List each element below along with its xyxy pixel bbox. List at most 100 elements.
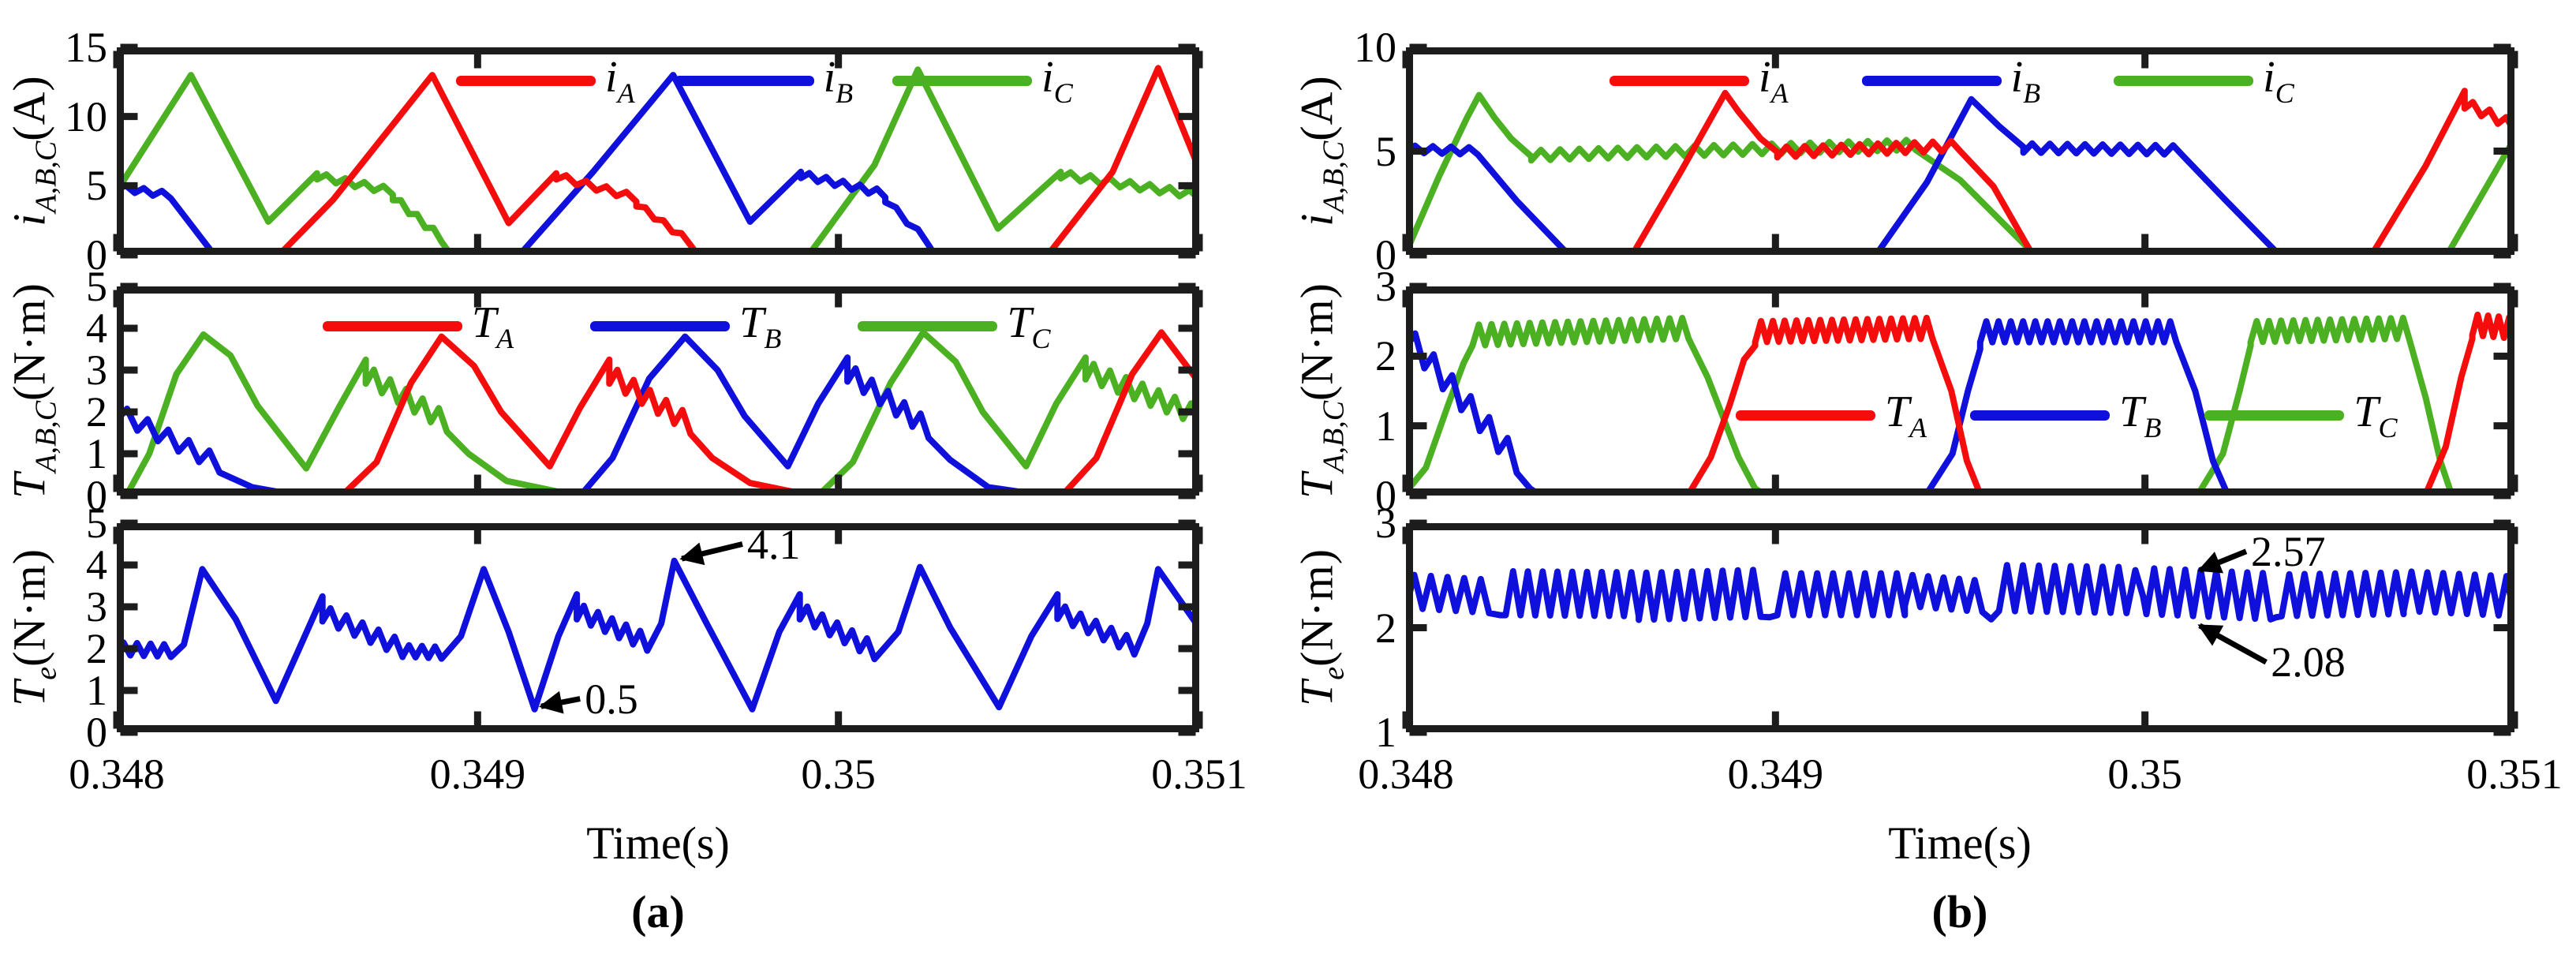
axes-frame <box>1406 286 2514 496</box>
y-tick-label: 0 <box>86 231 107 279</box>
legend-line-B <box>1970 410 2111 421</box>
y-tick-label: 4 <box>86 541 107 589</box>
y-tick-label: 5 <box>86 162 107 210</box>
annotation-arrow <box>538 690 581 714</box>
y-tick-label: 0 <box>86 709 107 756</box>
legend-item: iA <box>456 52 635 110</box>
legend-label: iA <box>1759 52 1789 110</box>
legend: TA TB TC <box>1736 387 2397 443</box>
axes-frame <box>117 286 1199 496</box>
annotation-value: 2.57 <box>2250 527 2326 575</box>
y-tick-label: 5 <box>86 499 107 547</box>
axes-frame <box>117 523 1199 732</box>
y-tick-label: 10 <box>1354 24 1396 71</box>
legend-item: iC <box>2114 52 2294 110</box>
legend-label-symbol: T <box>1885 387 1910 436</box>
y-tick-label: 4 <box>86 305 107 352</box>
annotation-value: 0.5 <box>585 675 638 723</box>
legend-label: TA <box>472 297 514 355</box>
legend-label: TB <box>2119 387 2161 444</box>
legend-label: TA <box>1885 387 1927 444</box>
y-axis-label-symbol: i <box>3 212 55 226</box>
y-tick-label: 2 <box>86 625 107 672</box>
series-iB <box>121 72 1195 251</box>
series-TA <box>1410 311 2511 492</box>
legend-line-A <box>1610 75 1749 86</box>
legend-label-symbol: T <box>739 297 765 347</box>
y-axis-label-symbol: i <box>1291 212 1343 226</box>
y-tick-label: 2 <box>1375 332 1396 380</box>
legend-item: iB <box>1861 52 2041 110</box>
legend-line-B <box>1861 75 2002 86</box>
y-tick-label: 1 <box>1375 402 1396 450</box>
legend-label: iA <box>605 52 635 110</box>
y-tick-label: 0 <box>86 472 107 519</box>
y-tick-label: 15 <box>65 24 107 71</box>
legend-item: iA <box>1610 52 1789 110</box>
series-TA <box>121 329 1195 492</box>
legend-label: TC <box>1007 297 1050 355</box>
y-tick-label: 5 <box>86 263 107 310</box>
annotation-arrow <box>2197 548 2248 574</box>
series-iB <box>1410 95 2511 251</box>
y-axis-label-subscript: e <box>1317 666 1351 680</box>
annotation-arrow <box>2197 623 2268 665</box>
y-tick-label: 2 <box>1375 604 1396 652</box>
x-tick-label: 0.349 <box>429 750 526 798</box>
y-tick-label: 3 <box>1375 499 1396 547</box>
series-Te <box>1410 562 2511 623</box>
annotation-value: 4.1 <box>747 520 801 568</box>
legend-item: TA <box>323 297 514 355</box>
legend-label: iB <box>824 52 854 110</box>
legend-item: TC <box>2204 387 2397 444</box>
legend-label-subscript: C <box>2378 411 2398 443</box>
y-tick-label: 2 <box>86 388 107 436</box>
plot-panel-b-phase-torques <box>1402 282 2518 499</box>
legend-line-B <box>674 75 814 86</box>
y-tick-label: 3 <box>86 583 107 630</box>
series-TC <box>121 329 1195 492</box>
legend-label-subscript: A <box>1770 77 1789 109</box>
y-tick-label: 1 <box>1375 709 1396 756</box>
legend-label-subscript: B <box>2144 411 2162 443</box>
legend-label-subscript: B <box>836 77 854 109</box>
plot-panel-b-currents <box>1402 43 2518 259</box>
legend-label: iC <box>1041 52 1073 110</box>
x-tick-label: 0.35 <box>2107 750 2182 798</box>
series-Te <box>121 557 1195 713</box>
legend-label-subscript: A <box>496 322 514 354</box>
legend-label: iC <box>2263 52 2294 110</box>
legend-label-symbol: i <box>2010 52 2024 102</box>
legend: TA TB TC <box>323 298 1050 354</box>
x-tick-label: 0.35 <box>801 750 876 798</box>
legend-label-subscript: C <box>2275 77 2294 109</box>
x-tick-label: 0.351 <box>1151 750 1247 798</box>
legend-label: TB <box>739 297 781 355</box>
plot-panel-b-total-torque <box>1402 519 2518 736</box>
legend-label-symbol: i <box>2263 52 2275 102</box>
caption-panel-b: (b) <box>1931 886 1988 937</box>
legend-label-symbol: i <box>605 52 618 102</box>
y-tick-label: 1 <box>86 430 107 477</box>
legend-label-subscript: A <box>617 77 635 109</box>
x-tick-label: 0.348 <box>1358 750 1454 798</box>
axes-frame <box>1406 523 2514 732</box>
y-tick-label: 3 <box>1375 263 1396 310</box>
legend-label-subscript: A <box>1909 411 1927 443</box>
legend-label-symbol: i <box>1759 52 1771 102</box>
y-tick-label: 0 <box>1375 472 1396 519</box>
plot-panel-a-total-torque <box>113 519 1203 736</box>
legend-label-symbol: T <box>472 297 497 347</box>
x-tick-label: 0.349 <box>1727 750 1824 798</box>
legend-item: iB <box>674 52 854 110</box>
legend-item: TB <box>590 297 781 355</box>
x-axis-label-panel-b: Time(s) <box>1888 817 2032 869</box>
legend: iA iB iC <box>456 52 1073 110</box>
y-tick-label: 0 <box>1375 231 1396 279</box>
legend-label-subscript: B <box>2023 77 2041 109</box>
x-tick-label: 0.351 <box>2466 750 2563 798</box>
legend-item: iC <box>892 52 1073 110</box>
legend: iA iB iC <box>1610 52 2294 110</box>
legend-label-subscript: B <box>764 322 782 354</box>
